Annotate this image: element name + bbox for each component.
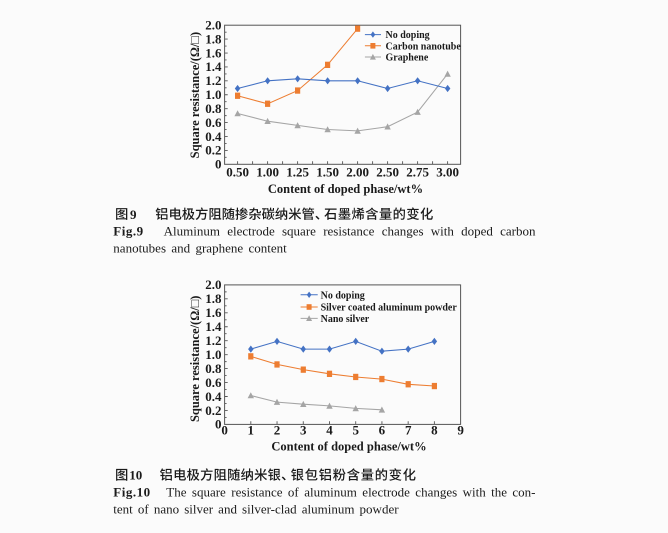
- svg-text:0.2: 0.2: [205, 403, 221, 418]
- svg-text:tent of nano silver and silver: tent of nano silver and silver-clad alum…: [113, 501, 399, 516]
- svg-text:Graphene: Graphene: [386, 53, 429, 64]
- svg-text:1.8: 1.8: [205, 291, 222, 306]
- svg-text:No doping: No doping: [321, 290, 365, 301]
- svg-text:Fig.9: Fig.9: [113, 224, 143, 239]
- svg-text:of: of: [288, 485, 300, 500]
- svg-text:carbon: carbon: [500, 224, 536, 239]
- svg-text:the: the: [491, 485, 507, 500]
- svg-text:2: 2: [274, 422, 281, 437]
- svg-text:1.6: 1.6: [205, 305, 222, 320]
- svg-text:Nano silver: Nano silver: [321, 314, 370, 325]
- svg-text:0: 0: [215, 157, 222, 172]
- svg-text:0.6: 0.6: [205, 375, 222, 390]
- svg-text:Fig.10: Fig.10: [113, 485, 150, 500]
- svg-text:2.0: 2.0: [205, 277, 221, 292]
- svg-text:Content of doped phase/wt%: Content of doped phase/wt%: [268, 182, 423, 196]
- svg-text:0.8: 0.8: [205, 361, 222, 376]
- svg-text:con-: con-: [512, 485, 535, 500]
- svg-text:Carbon nanotube: Carbon nanotube: [386, 41, 462, 52]
- svg-text:electrode: electrode: [362, 485, 410, 500]
- svg-text:nanotubes and graphene content: nanotubes and graphene content: [113, 241, 287, 256]
- svg-text:doped: doped: [461, 224, 493, 239]
- svg-text:electrode: electrode: [227, 224, 275, 239]
- svg-text:1: 1: [248, 422, 255, 437]
- svg-text:2.00: 2.00: [346, 165, 369, 180]
- svg-text:with: with: [463, 485, 487, 500]
- svg-text:changes: changes: [382, 224, 424, 239]
- svg-text:aluminum: aluminum: [304, 485, 357, 500]
- svg-text:1.00: 1.00: [256, 165, 279, 180]
- svg-text:1.0: 1.0: [205, 347, 221, 362]
- svg-text:10: 10: [129, 468, 142, 483]
- svg-text:0.50: 0.50: [226, 165, 249, 180]
- svg-text:resistance: resistance: [323, 224, 374, 239]
- svg-text:Aluminum: Aluminum: [164, 224, 220, 239]
- svg-text:square: square: [282, 224, 316, 239]
- svg-text:3: 3: [300, 422, 307, 437]
- svg-text:Content of doped phase/wt%: Content of doped phase/wt%: [271, 439, 426, 453]
- svg-text:1.0: 1.0: [205, 87, 221, 102]
- svg-text:2.0: 2.0: [205, 18, 221, 33]
- svg-text:The: The: [166, 485, 186, 500]
- svg-text:square: square: [192, 485, 226, 500]
- svg-text:0.2: 0.2: [205, 143, 221, 158]
- svg-text:8: 8: [431, 422, 438, 437]
- svg-text:1.2: 1.2: [205, 333, 221, 348]
- svg-text:2.50: 2.50: [376, 165, 399, 180]
- svg-text:9: 9: [457, 422, 464, 437]
- svg-text:1.50: 1.50: [316, 165, 339, 180]
- svg-text:Square resistance/(Ω/□): Square resistance/(Ω/□): [188, 32, 202, 158]
- svg-text:5: 5: [352, 422, 359, 437]
- svg-text:0.8: 0.8: [205, 101, 222, 116]
- svg-text:6: 6: [379, 422, 386, 437]
- svg-text:with: with: [431, 224, 455, 239]
- svg-text:0: 0: [221, 422, 228, 437]
- svg-text:1.4: 1.4: [205, 319, 222, 334]
- svg-text:resistance: resistance: [231, 485, 282, 500]
- svg-text:0: 0: [215, 417, 222, 432]
- svg-text:9: 9: [130, 207, 137, 222]
- svg-text:4: 4: [326, 422, 333, 437]
- svg-text:1.6: 1.6: [205, 45, 222, 60]
- svg-text:7: 7: [405, 422, 412, 437]
- svg-text:1.25: 1.25: [286, 165, 309, 180]
- svg-text:0.6: 0.6: [205, 115, 222, 130]
- svg-text:Square resistance/(Ω/□): Square resistance/(Ω/□): [188, 296, 202, 422]
- svg-text:2.75: 2.75: [406, 165, 429, 180]
- svg-text:No doping: No doping: [386, 30, 430, 41]
- svg-text:Silver coated aluminum powder: Silver coated aluminum powder: [321, 303, 458, 314]
- svg-text:0.4: 0.4: [205, 129, 222, 144]
- svg-text:0.4: 0.4: [205, 389, 222, 404]
- svg-text:3.00: 3.00: [436, 165, 459, 180]
- svg-text:changes: changes: [415, 485, 457, 500]
- svg-text:1.2: 1.2: [205, 73, 221, 88]
- svg-text:1.4: 1.4: [205, 59, 222, 74]
- svg-text:1.8: 1.8: [205, 31, 222, 46]
